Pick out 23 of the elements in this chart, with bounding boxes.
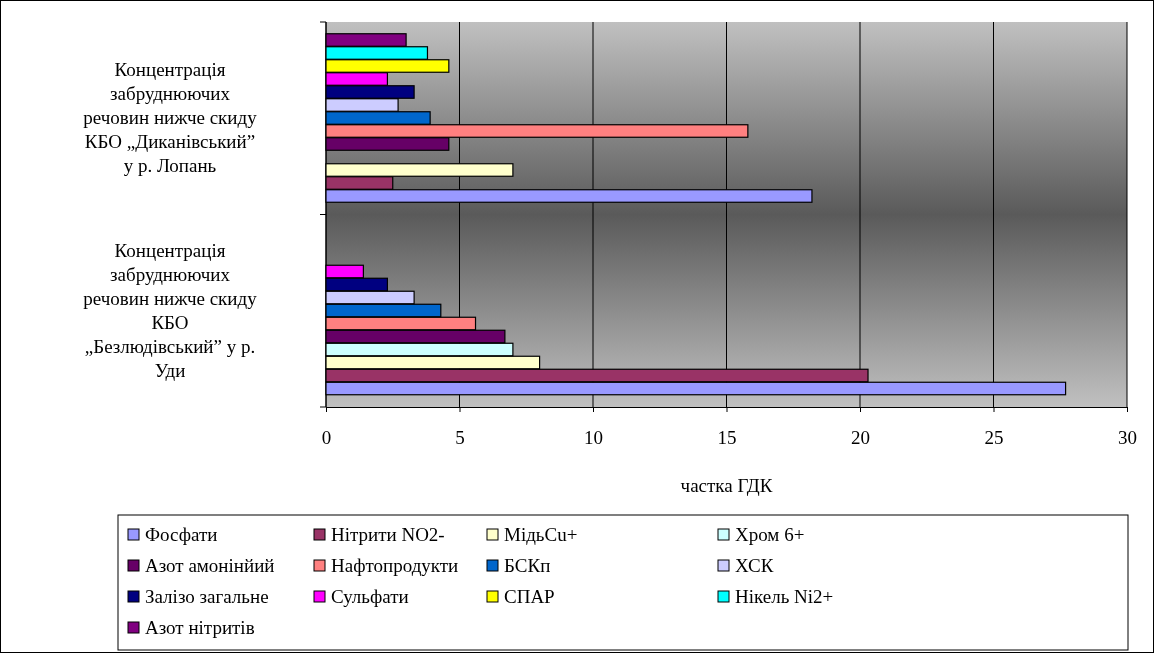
x-tick-label: 5 <box>455 426 465 448</box>
x-tick-label: 25 <box>984 426 1004 448</box>
legend-label: СПАР <box>504 586 555 607</box>
y-tick-label: Концентрація забруднюючих речовин нижче скиду КБО „Диканівський” у р. Лопань <box>83 59 258 177</box>
legend-label: Нікель Ni2+ <box>735 586 834 607</box>
legend-label: Азот амонінйий <box>145 555 275 576</box>
y-tick-label: Концентрація забруднюючих речовин нижче скиду КБО „Безлюдівський” у р. Уди <box>83 239 258 381</box>
legend-label: Азот нітритів <box>145 617 255 638</box>
legend-label: БСКп <box>504 555 551 576</box>
x-tick-label: 10 <box>584 426 603 448</box>
legend-label: МідьCu+ <box>504 524 578 545</box>
legend-label: Нафтопродукти <box>331 555 459 576</box>
legend-label: Хром 6+ <box>735 524 805 545</box>
legend-label: ХСК <box>735 555 774 576</box>
x-tick-label: 15 <box>717 426 737 448</box>
x-tick-label: 20 <box>851 426 870 448</box>
x-axis-title: частка ГДК <box>680 475 773 496</box>
legend-label: Нітрити NO2- <box>331 524 445 545</box>
x-tick-label: 30 <box>1118 426 1137 448</box>
x-tick-label: 0 <box>321 426 332 448</box>
legend-label: Сульфати <box>331 586 409 607</box>
legend-label: Фосфати <box>145 524 218 545</box>
legend-label: Залізо загальне <box>145 586 269 607</box>
